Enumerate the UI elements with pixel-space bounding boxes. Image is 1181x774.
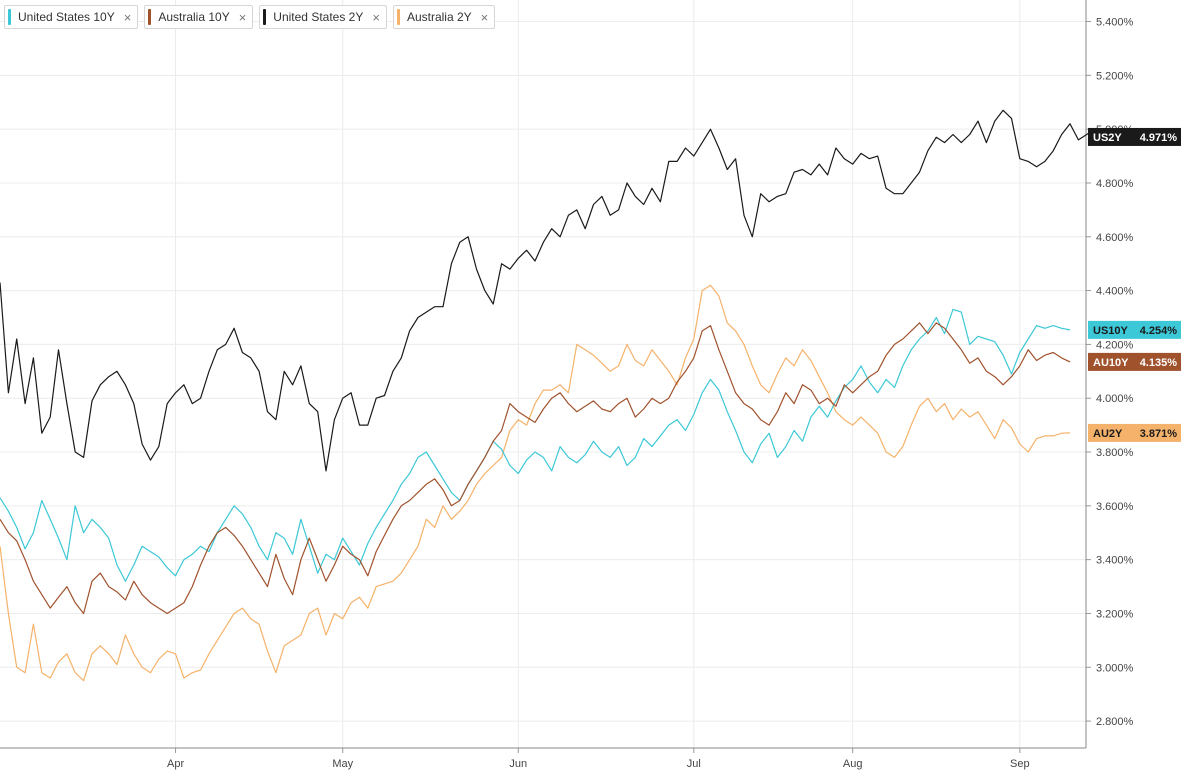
last-value-tag-name: AU10Y <box>1093 357 1129 369</box>
y-tick-label: 5.200% <box>1096 70 1134 82</box>
legend-chip[interactable]: United States 2Y × <box>259 5 387 29</box>
y-tick-label: 3.800% <box>1096 447 1134 459</box>
x-tick-label: Aug <box>843 758 863 770</box>
close-icon[interactable]: × <box>238 9 247 25</box>
last-value-tag <box>1088 423 1181 442</box>
y-tick-label: 2.800% <box>1096 716 1134 728</box>
y-tick-label: 3.400% <box>1096 555 1134 567</box>
series-line-us10y <box>0 308 1071 582</box>
x-tick-label: Jul <box>687 758 701 770</box>
y-tick-label: 4.400% <box>1096 286 1134 298</box>
x-tick-label: Apr <box>167 758 184 770</box>
legend: United States 10Y × Australia 10Y × United S… <box>4 5 496 29</box>
series-line-us2y <box>0 109 1104 472</box>
y-tick-label: 4.600% <box>1096 232 1134 244</box>
y-tick-label: 4.200% <box>1096 339 1134 351</box>
last-value-tag-value: 4.135% <box>1140 357 1178 369</box>
last-value-tag-value: 3.871% <box>1140 428 1178 440</box>
close-icon[interactable]: × <box>480 9 489 25</box>
x-tick-label: Jun <box>509 758 527 770</box>
last-value-tag <box>1088 320 1181 339</box>
y-tick-label: 5.400% <box>1096 17 1134 29</box>
last-value-tag <box>1088 127 1181 146</box>
close-icon[interactable]: × <box>372 9 380 25</box>
legend-chip[interactable]: Australia 10Y × <box>144 5 254 29</box>
last-value-tag-value: 4.971% <box>1140 132 1178 144</box>
legend-label: United States 10Y <box>18 10 115 24</box>
legend-label: Australia 10Y <box>158 10 230 24</box>
close-icon[interactable]: × <box>123 9 132 25</box>
x-tick-label: Sep <box>1010 758 1030 770</box>
legend-swatch <box>148 9 152 25</box>
last-value-tag <box>1088 352 1181 371</box>
legend-swatch <box>263 9 267 25</box>
last-value-tag-name: AU2Y <box>1093 428 1123 440</box>
legend-swatch <box>396 9 400 25</box>
last-value-tag-value: 4.254% <box>1140 325 1178 337</box>
legend-swatch <box>8 9 11 25</box>
legend-chip[interactable]: United States 10Y × <box>4 5 139 29</box>
legend-label: United States 2Y <box>273 10 364 24</box>
y-tick-label: 4.000% <box>1096 393 1134 405</box>
last-value-tag-name: US2Y <box>1093 132 1122 144</box>
legend-chip[interactable]: Australia 2Y × <box>392 5 496 29</box>
last-value-tag-name: US10Y <box>1093 325 1129 337</box>
y-tick-label: 3.000% <box>1096 662 1134 674</box>
x-tick-label: May <box>332 758 353 770</box>
y-tick-label: 3.600% <box>1096 501 1134 513</box>
y-tick-label: 3.200% <box>1096 608 1134 620</box>
y-tick-label: 4.800% <box>1096 178 1134 190</box>
series-line-au2y <box>0 284 1071 682</box>
series-line-au10y <box>0 322 1071 615</box>
legend-label: Australia 2Y <box>406 10 472 24</box>
